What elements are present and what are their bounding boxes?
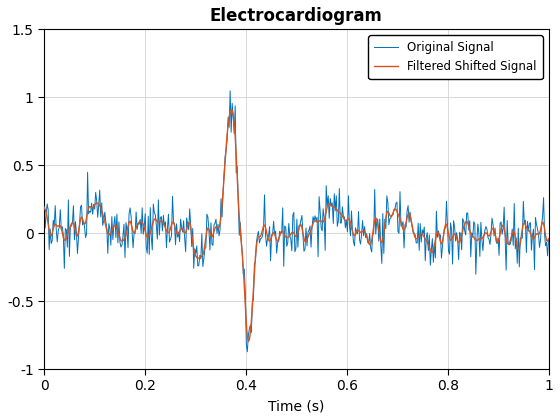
Filtered Shifted Signal bbox=[41, 205, 48, 210]
Filtered Shifted Signal bbox=[245, 339, 251, 344]
Line: Filtered Shifted Signal: Filtered Shifted Signal bbox=[44, 110, 549, 341]
Filtered Shifted Signal bbox=[456, 239, 463, 244]
Original Signal bbox=[286, 221, 292, 226]
Original Signal bbox=[244, 349, 251, 354]
Filtered Shifted Signal bbox=[228, 108, 235, 113]
Filtered Shifted Signal bbox=[535, 232, 542, 237]
Original Signal bbox=[535, 232, 542, 237]
Legend: Original Signal, Filtered Shifted Signal: Original Signal, Filtered Shifted Signal bbox=[368, 35, 543, 79]
Filtered Shifted Signal bbox=[545, 236, 552, 241]
Original Signal bbox=[545, 236, 552, 241]
Filtered Shifted Signal bbox=[316, 219, 323, 224]
Original Signal bbox=[41, 205, 48, 210]
Original Signal bbox=[343, 218, 350, 223]
Title: Electrocardiogram: Electrocardiogram bbox=[210, 7, 383, 25]
Original Signal bbox=[316, 194, 323, 199]
Original Signal bbox=[227, 88, 234, 93]
Line: Original Signal: Original Signal bbox=[44, 91, 549, 352]
Original Signal bbox=[282, 225, 289, 230]
Filtered Shifted Signal bbox=[286, 234, 292, 239]
Filtered Shifted Signal bbox=[282, 234, 289, 239]
Filtered Shifted Signal bbox=[343, 218, 350, 223]
X-axis label: Time (s): Time (s) bbox=[268, 399, 325, 413]
Original Signal bbox=[456, 230, 463, 235]
